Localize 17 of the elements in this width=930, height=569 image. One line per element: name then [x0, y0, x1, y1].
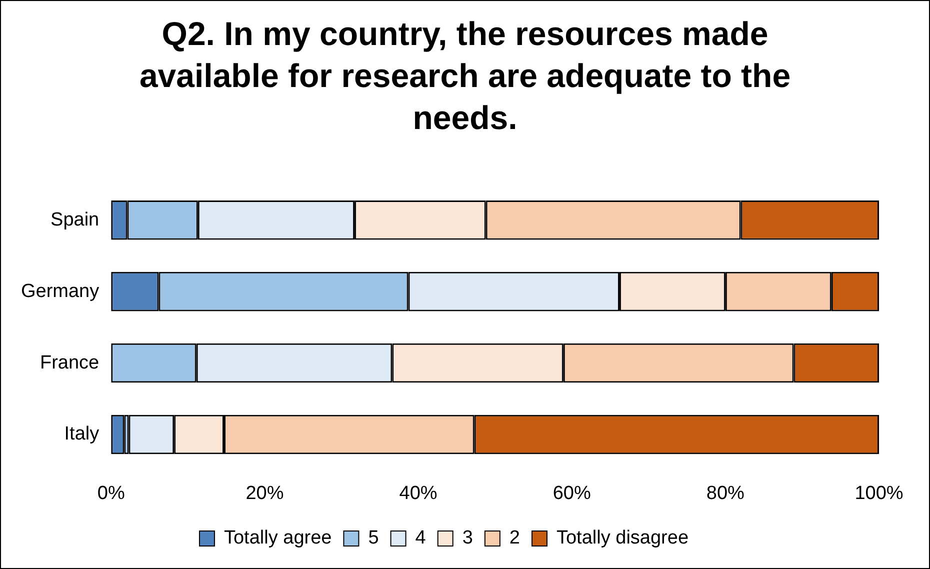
chart-title: Q2. In my country, the resources made available for research are adequate to the needs. [138, 14, 792, 138]
y-tick-label: Spain [50, 209, 100, 230]
legend-label: 3 [462, 528, 473, 549]
x-tick-label: 80% [706, 482, 745, 504]
y-tick-label: Italy [64, 424, 100, 445]
legend-label: 2 [509, 528, 520, 549]
legend-label: Totally disagree [556, 528, 689, 549]
legend-label: Totally agree [224, 528, 332, 549]
x-tick-label: 100% [854, 482, 904, 504]
x-tick-label: 20% [246, 482, 284, 504]
legend-label: 5 [368, 528, 379, 549]
y-tick-label: Germany [20, 280, 100, 302]
x-tick-label: 60% [552, 482, 591, 504]
x-tick-label: 0% [97, 482, 125, 504]
x-tick-label: 40% [399, 482, 438, 504]
legend-label: 4 [415, 528, 426, 549]
y-tick-label: France [40, 352, 100, 374]
